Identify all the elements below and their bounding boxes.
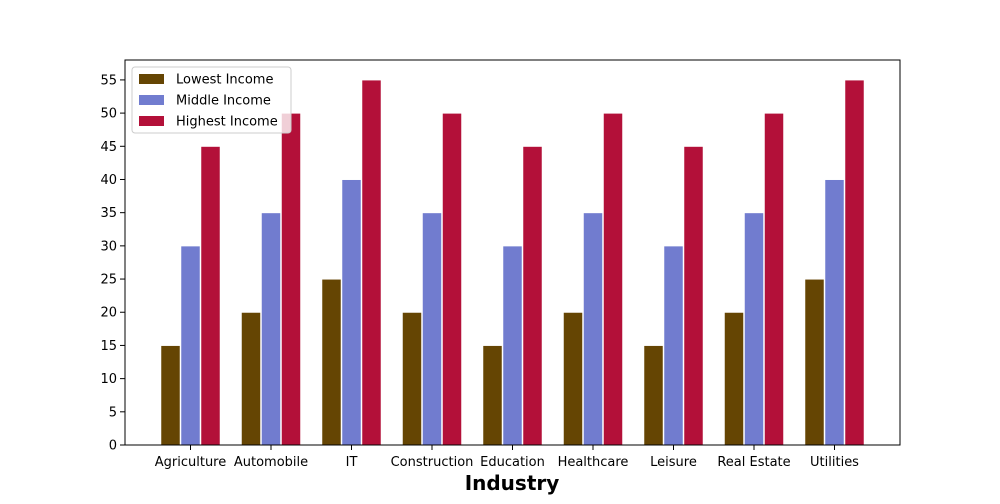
y-tick-label: 30 [100, 239, 117, 254]
bar-highest-income-construction [441, 112, 463, 446]
bar-middle-income-utilities [824, 178, 845, 446]
bar-middle-income-construction [421, 212, 443, 446]
y-tick-label: 40 [100, 173, 117, 188]
y-axis: 0 5 10 15 20 25 30 35 40 45 50 55 [100, 73, 125, 454]
y-tick-label: 45 [100, 140, 117, 155]
y-tick-label: 50 [100, 107, 117, 122]
x-tick-label: Automobile [234, 455, 308, 470]
bar-lowest-income-education [482, 344, 503, 446]
x-axis: Agriculture Automobile IT Construction Educa… [155, 445, 859, 470]
y-tick-label: 15 [100, 339, 117, 354]
bar-highest-income-education [522, 145, 543, 446]
bar-middle-income-real-estate [743, 212, 765, 446]
bar-highest-income-real-estate [763, 112, 785, 446]
y-tick-label: 20 [100, 306, 117, 321]
y-tick-label: 35 [100, 206, 117, 221]
legend-swatch [139, 74, 164, 84]
bar-lowest-income-automobile [240, 311, 262, 446]
bar-lowest-income-healthcare [562, 311, 584, 446]
bar-lowest-income-utilities [804, 278, 825, 446]
legend-box [131, 66, 292, 134]
bar-highest-income-agriculture [200, 145, 221, 446]
bar-lowest-income-construction [401, 311, 423, 446]
legend-label: Middle Income [176, 94, 271, 109]
bar-highest-income-automobile [280, 112, 302, 446]
x-tick-label: Healthcare [558, 455, 629, 470]
bar-lowest-income-leisure [643, 344, 664, 446]
x-tick-label: Utilities [810, 455, 859, 470]
bar-middle-income-healthcare [582, 212, 604, 446]
bar-middle-income-automobile [260, 212, 282, 446]
bar-highest-income-leisure [683, 145, 704, 446]
bar-lowest-income-it [321, 278, 342, 446]
legend-swatch [139, 116, 164, 126]
legend-swatch [139, 95, 164, 105]
bar-highest-income-utilities [844, 79, 865, 446]
x-tick-label: Agriculture [155, 455, 227, 470]
bar-middle-income-it [341, 178, 362, 446]
bar-middle-income-leisure [663, 245, 684, 446]
x-tick-label: Education [480, 455, 545, 470]
y-tick-label: 5 [109, 405, 117, 420]
x-tick-label: Leisure [650, 455, 697, 470]
legend: Lowest Income Middle Income Highest Income [131, 66, 292, 134]
x-tick-label: Real Estate [717, 455, 790, 470]
y-tick-label: 0 [109, 439, 117, 454]
bar-lowest-income-real-estate [723, 311, 745, 446]
y-tick-label: 10 [100, 372, 117, 387]
x-tick-label: Construction [391, 455, 474, 470]
y-tick-label: 25 [100, 273, 117, 288]
bar-lowest-income-agriculture [160, 344, 181, 446]
bar-highest-income-it [361, 79, 382, 446]
x-axis-title: Industry [465, 471, 560, 495]
legend-label: Lowest Income [176, 73, 273, 88]
bar-middle-income-education [502, 245, 523, 446]
bar-highest-income-healthcare [602, 112, 624, 446]
bars-layer [160, 79, 865, 446]
legend-label: Highest Income [176, 115, 278, 130]
x-tick-label: IT [346, 455, 358, 470]
bar-middle-income-agriculture [180, 245, 201, 446]
y-tick-label: 55 [100, 73, 117, 88]
